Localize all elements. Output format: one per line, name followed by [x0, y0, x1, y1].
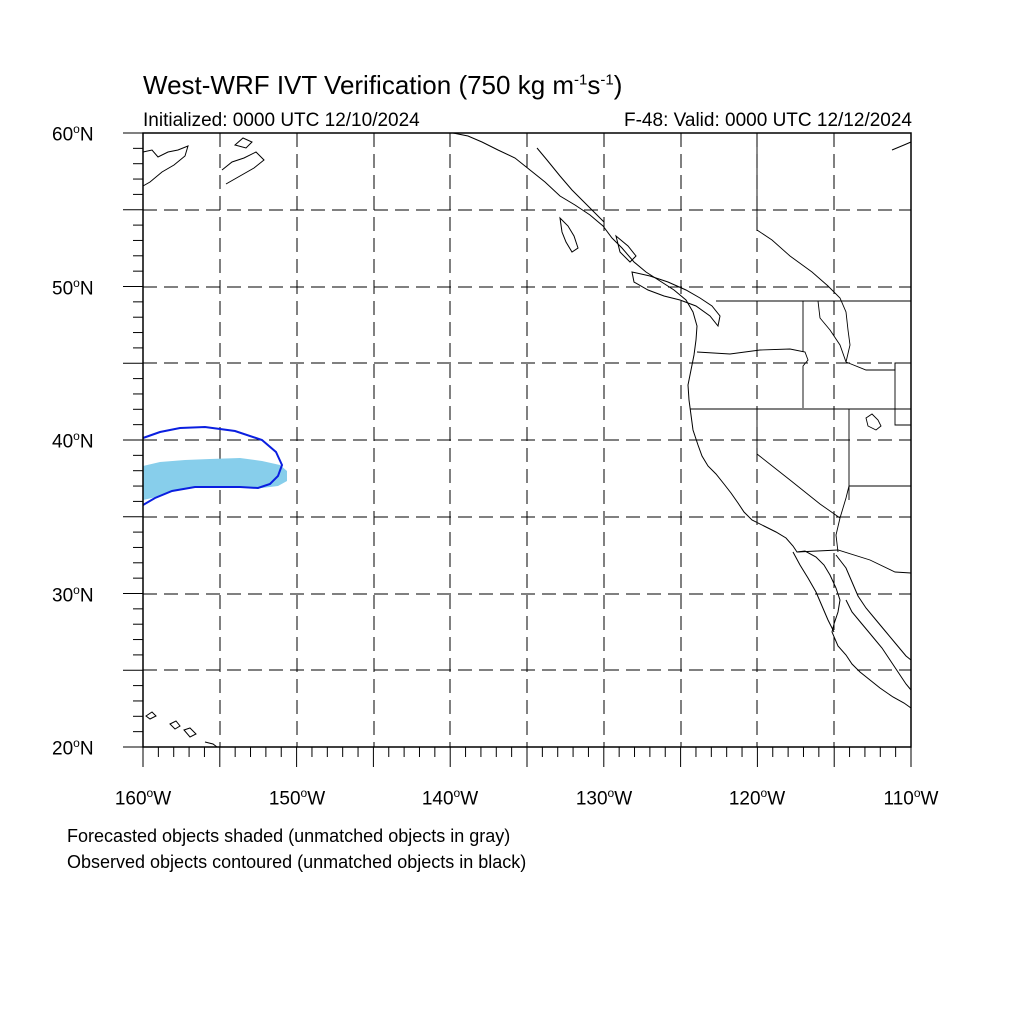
lat-label-30n: 30oN [52, 583, 94, 607]
initialized-label: Initialized: 0000 UTC 12/10/2024 [143, 110, 420, 131]
lat-label-40n: 40oN [52, 429, 94, 453]
lon-label-120w: 120oW [728, 786, 786, 810]
grid-lines [143, 133, 911, 747]
axis-ticks [123, 132, 912, 767]
valid-time-label: F-48: Valid: 0000 UTC 12/12/2024 [624, 110, 912, 131]
lon-label-140w: 140oW [421, 786, 479, 810]
lon-label-130w: 130oW [575, 786, 633, 810]
lat-label-20n: 20oN [52, 736, 94, 760]
lat-label-60n: 60oN [52, 122, 94, 146]
lon-label-110w: 110oW [883, 786, 939, 810]
forecast-legend-note: Forecasted objects shaded (unmatched obj… [67, 826, 511, 846]
lon-label-160w: 160oW [114, 786, 172, 810]
observed-legend-note: Observed objects contoured (unmatched ob… [67, 852, 527, 872]
plot-title: West-WRF IVT Verification (750 kg m-1s-1… [143, 70, 623, 100]
lon-label-150w: 150oW [268, 786, 326, 810]
coastlines [142, 132, 912, 748]
lat-label-50n: 50oN [52, 276, 94, 300]
political-boundaries [690, 133, 912, 574]
observed-object-contour [142, 425, 284, 506]
